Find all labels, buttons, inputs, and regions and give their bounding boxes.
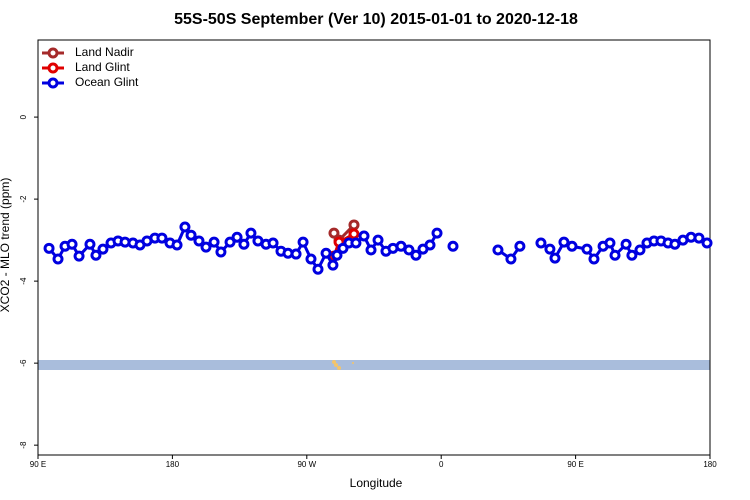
- data-point: [365, 244, 377, 256]
- data-point: [620, 238, 632, 250]
- data-point: [588, 253, 600, 265]
- data-point: [320, 247, 332, 259]
- x-tick-label: 180: [703, 460, 717, 469]
- data-point: [156, 232, 168, 244]
- data-point: [231, 231, 243, 243]
- data-point: [424, 239, 436, 251]
- legend-label: Land Nadir: [75, 45, 134, 59]
- data-point: [312, 263, 324, 275]
- x-tick-label: 90 E: [567, 460, 583, 469]
- data-point: [634, 244, 646, 256]
- data-point: [84, 238, 96, 250]
- data-point: [348, 228, 360, 240]
- data-point: [185, 229, 197, 241]
- data-point: [549, 252, 561, 264]
- x-tick-label: 0: [439, 460, 444, 469]
- data-point: [693, 232, 705, 244]
- data-point: [447, 240, 459, 252]
- data-point: [358, 230, 370, 242]
- data-point: [215, 246, 227, 258]
- y-tick-label: 0: [19, 114, 28, 119]
- data-point: [297, 236, 309, 248]
- x-tick-label: 180: [166, 460, 180, 469]
- data-point: [224, 236, 236, 248]
- data-point: [290, 248, 302, 260]
- data-point: [179, 221, 191, 233]
- data-point: [200, 241, 212, 253]
- data-point: [410, 249, 422, 261]
- legend-marker: [47, 62, 59, 74]
- data-point: [514, 240, 526, 252]
- x-axis-label: Longitude: [350, 476, 403, 490]
- data-point: [431, 227, 443, 239]
- data-point: [535, 237, 547, 249]
- x-tick-label: 90 E: [30, 460, 46, 469]
- data-point: [566, 240, 578, 252]
- data-point: [90, 249, 102, 261]
- data-point: [73, 250, 85, 262]
- data-point: [403, 244, 415, 256]
- y-tick-label: -6: [19, 359, 28, 367]
- chart-title: 55S-50S September (Ver 10) 2015-01-01 to…: [174, 11, 578, 28]
- data-point: [558, 236, 570, 248]
- y-tick-label: -2: [19, 195, 28, 203]
- map-strip: [38, 360, 710, 370]
- data-point: [669, 238, 681, 250]
- data-point: [305, 253, 317, 265]
- data-point: [97, 243, 109, 255]
- data-point: [208, 236, 220, 248]
- legend-label: Ocean Glint: [75, 75, 139, 89]
- data-point: [626, 249, 638, 261]
- data-point: [372, 234, 384, 246]
- data-point: [52, 253, 64, 265]
- y-axis-label: XCO2 - MLO trend (ppm): [0, 178, 12, 313]
- legend-label: Land Glint: [75, 60, 130, 74]
- data-point: [492, 244, 504, 256]
- data-point: [609, 249, 621, 261]
- data-point: [581, 243, 593, 255]
- y-tick-label: -4: [19, 277, 28, 285]
- data-point: [327, 259, 339, 271]
- legend-marker: [47, 47, 59, 59]
- data-point: [43, 242, 55, 254]
- legend-marker: [47, 77, 59, 89]
- data-point: [544, 243, 556, 255]
- data-point: [66, 238, 78, 250]
- x-tick-label: 90 W: [297, 460, 316, 469]
- data-point: [267, 237, 279, 249]
- data-point: [350, 237, 362, 249]
- y-tick-label: -8: [19, 441, 28, 449]
- data-point: [171, 239, 183, 251]
- data-point: [193, 235, 205, 247]
- data-point: [331, 249, 343, 261]
- data-point: [604, 237, 616, 249]
- data-point: [348, 219, 360, 231]
- data-point: [245, 227, 257, 239]
- data-point: [328, 227, 340, 239]
- data-point: [701, 237, 713, 249]
- data-point: [505, 253, 517, 265]
- data-point: [238, 238, 250, 250]
